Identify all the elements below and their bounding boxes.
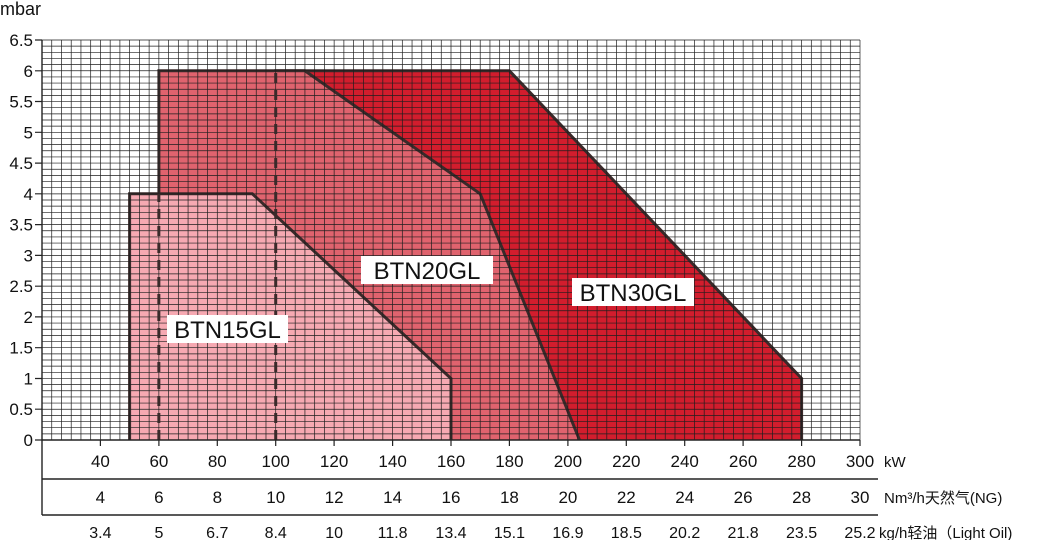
x-tick-label-light-oil: 6.7	[206, 525, 228, 540]
x-tick-label-light-oil: 20.2	[669, 525, 700, 540]
series-label-box	[572, 278, 694, 306]
x-tick-label-light-oil: 10	[325, 525, 343, 540]
x-tick-label-kw: 60	[149, 452, 168, 471]
series-label-box	[167, 315, 288, 343]
y-tick-label: 1.5	[9, 339, 33, 358]
series-label-btn15gl: BTN15GL	[167, 315, 288, 344]
x-tick-label-natural-gas: 12	[325, 488, 344, 507]
y-tick-label: 3.5	[9, 216, 33, 235]
series-label-text: BTN30GL	[580, 280, 687, 307]
y-tick-label: 6.5	[9, 31, 33, 50]
x-tick-label-natural-gas: 20	[558, 488, 577, 507]
x-tick-label-kw: 240	[671, 452, 699, 471]
y-tick-label: 0	[24, 431, 33, 450]
x-tick-label-light-oil: 25.2	[844, 525, 875, 540]
x-tick-label-kw: 180	[495, 452, 523, 471]
x-tick-label-natural-gas: 22	[617, 488, 636, 507]
series-label-text: BTN15GL	[174, 317, 281, 344]
x-tick-label-natural-gas: 8	[213, 488, 222, 507]
x-tick-label-natural-gas: 14	[383, 488, 402, 507]
y-tick-label: 2	[24, 308, 33, 327]
x-tick-label-light-oil: 13.4	[435, 525, 466, 540]
axes: 0 0.5 1 1.5 2 2.5 3 3.5 4 4.5 5 5.5 6 6.5 40 60 80 100 120…	[9, 31, 878, 540]
x-tick-label-light-oil: 11.8	[378, 525, 408, 540]
y-tick-label: 2.5	[9, 277, 33, 296]
x-tick-label-natural-gas: 4	[96, 488, 105, 507]
x-tick-label-natural-gas: 18	[500, 488, 519, 507]
y-tick-label: 4	[24, 185, 33, 204]
series-label-btn20gl: BTN20GL	[361, 256, 493, 285]
x-tick-label-light-oil: 16.9	[552, 525, 583, 540]
x-tick-label-kw: 100	[262, 452, 290, 471]
x-tick-label-natural-gas: 16	[442, 488, 461, 507]
x-tick-label-light-oil: 21.8	[728, 525, 759, 540]
y-axis-label: mbar	[0, 0, 41, 19]
x-tick-label-light-oil: 23.5	[786, 525, 817, 540]
series-label-box	[361, 256, 493, 284]
x-axis-unit-light-oil: kg/h轻油（Light Oil)	[879, 525, 1012, 540]
x-tick-label-kw: 120	[320, 452, 348, 471]
x-tick-label-natural-gas: 10	[266, 488, 285, 507]
y-tick-label: 3	[24, 246, 33, 265]
x-tick-label-natural-gas: 24	[675, 488, 694, 507]
x-tick-label-kw: 160	[437, 452, 465, 471]
y-tick-label: 1	[24, 370, 33, 389]
y-tick-label: 4.5	[9, 154, 33, 173]
y-tick-label: 0.5	[9, 400, 33, 419]
plot-area	[41, 39, 861, 441]
y-tick-label: 5.5	[9, 93, 33, 112]
x-tick-label-light-oil: 18.5	[611, 525, 642, 540]
series-label-text: BTN20GL	[374, 258, 481, 285]
x-tick-label-natural-gas: 28	[792, 488, 811, 507]
x-tick-label-natural-gas: 6	[154, 488, 163, 507]
x-tick-label-kw: 80	[208, 452, 227, 471]
x-tick-label-light-oil: 5	[154, 525, 163, 540]
x-tick-marks	[99, 440, 861, 446]
x-tick-label-natural-gas: 26	[734, 488, 753, 507]
x-tick-label-kw: 40	[91, 452, 110, 471]
x-tick-label-kw: 280	[787, 452, 815, 471]
x-tick-label-kw: 220	[612, 452, 640, 471]
y-tick-marks	[35, 39, 42, 441]
x-axis-unit-kw: kW	[884, 454, 907, 471]
x-tick-label-kw: 260	[729, 452, 757, 471]
y-tick-label: 5	[24, 123, 33, 142]
series-label-btn30gl: BTN30GL	[572, 278, 694, 307]
x-tick-label-kw: 300	[846, 452, 874, 471]
x-tick-label-light-oil: 15.1	[494, 525, 525, 540]
x-tick-label-light-oil: 3.4	[89, 525, 111, 540]
y-tick-label: 6	[24, 62, 33, 81]
x-tick-label-kw: 140	[378, 452, 406, 471]
x-tick-label-natural-gas: 30	[851, 488, 870, 507]
x-tick-label-kw: 200	[554, 452, 582, 471]
x-axis-unit-natural-gas: Nm³/h天然气(NG)	[884, 490, 1002, 507]
x-tick-label-light-oil: 8.4	[265, 525, 287, 540]
